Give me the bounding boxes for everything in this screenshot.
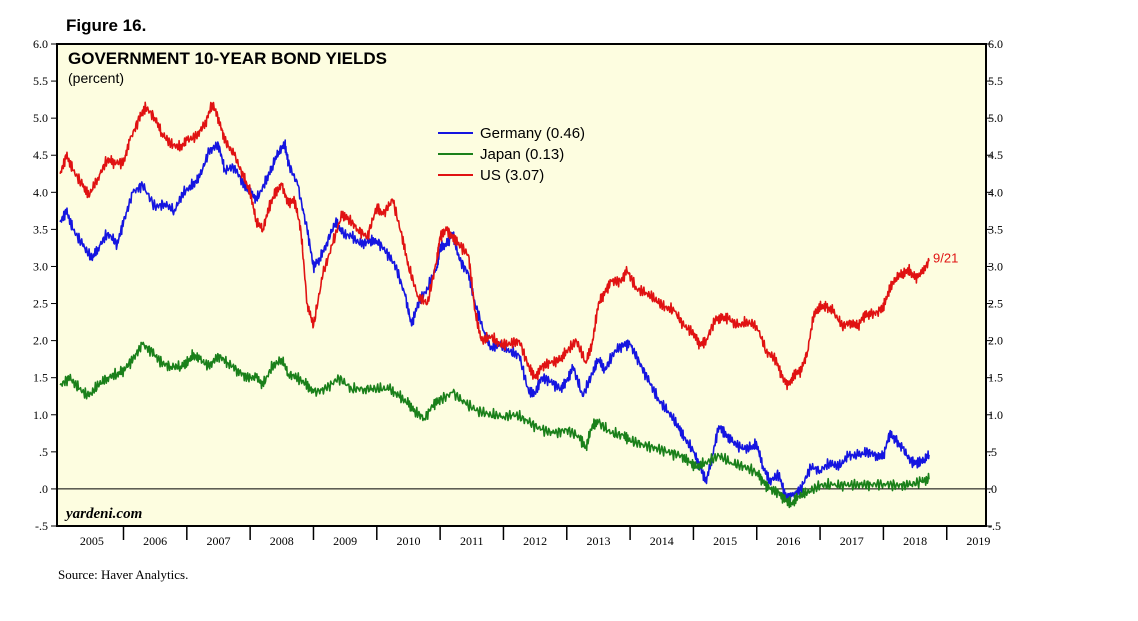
y-tick-label-right: .5 (988, 445, 997, 459)
x-tick-label: 2016 (776, 534, 800, 548)
y-tick-label-left: 4.5 (33, 148, 48, 162)
y-tick-label-left: 5.5 (33, 74, 48, 88)
x-tick-label: 2013 (586, 534, 610, 548)
y-tick-label-left: 4.0 (33, 185, 48, 199)
legend-entry-germany: Germany (0.46) (480, 125, 585, 142)
x-tick-label: 2008 (270, 534, 294, 548)
y-axis-right: 6.0 5.5 5.0 4.5 4.0 3.5 3.0 2.5 2.0 1.5 1.0 .5 .0 -.5 (986, 37, 1003, 533)
legend-entry-japan: Japan (0.13) (480, 146, 564, 163)
y-tick-label-right: 1.0 (988, 408, 1003, 422)
legend: Germany (0.46) Japan (0.13) US (3.07) (438, 125, 585, 184)
y-tick-label-left: 2.5 (33, 297, 48, 311)
y-tick-label-left: .5 (39, 445, 48, 459)
chart-title: GOVERNMENT 10-YEAR BOND YIELDS (68, 49, 387, 68)
y-tick-label-left: 1.5 (33, 371, 48, 385)
y-tick-label-right: 5.5 (988, 74, 1003, 88)
figure-label: Figure 16. (66, 16, 146, 35)
source-note: Source: Haver Analytics. (58, 567, 188, 582)
y-tick-label-left: -.5 (35, 519, 48, 533)
y-tick-label-right: -.5 (988, 519, 1001, 533)
y-tick-label-left: 1.0 (33, 408, 48, 422)
x-axis: 2005 2006 2007 2008 2009 2010 2011 2012 2013 2014… (80, 526, 990, 548)
y-tick-label-left: 3.0 (33, 259, 48, 273)
x-tick-label: 2011 (460, 534, 484, 548)
x-tick-label: 2007 (206, 534, 230, 548)
y-tick-label-right: 6.0 (988, 37, 1003, 51)
y-tick-label-left: 3.5 (33, 222, 48, 236)
y-tick-label-right: 1.5 (988, 371, 1003, 385)
y-tick-label-right: 4.5 (988, 148, 1003, 162)
y-axis-left: 6.0 5.5 5.0 4.5 4.0 3.5 3.0 2.5 2.0 1.5 1.0 .5 .0 -.5 (33, 37, 57, 533)
plot-area (57, 44, 986, 526)
series-lines (59, 101, 930, 509)
x-tick-label: 2005 (80, 534, 104, 548)
y-tick-label-left: 5.0 (33, 111, 48, 125)
x-tick-label: 2012 (523, 534, 547, 548)
series-line-japan (59, 341, 930, 509)
y-tick-label-right: 3.0 (988, 259, 1003, 273)
y-tick-label-right: 2.5 (988, 297, 1003, 311)
brand-watermark: yardeni.com (64, 506, 142, 522)
x-tick-label: 2019 (966, 534, 990, 548)
y-tick-label-right: .0 (988, 482, 997, 496)
x-tick-label: 2015 (713, 534, 737, 548)
plot-border (56, 43, 987, 527)
end-date-label: 9/21 (933, 250, 958, 265)
x-tick-label: 2006 (143, 534, 167, 548)
y-tick-label-left: 2.0 (33, 334, 48, 348)
x-tick-label: 2014 (650, 534, 674, 548)
x-tick-label: 2018 (903, 534, 927, 548)
chart-subtitle: (percent) (68, 70, 124, 86)
x-tick-label: 2017 (840, 534, 864, 548)
y-tick-label-right: 4.0 (988, 185, 1003, 199)
y-tick-label-right: 5.0 (988, 111, 1003, 125)
legend-entry-us: US (3.07) (480, 167, 544, 184)
y-tick-label-right: 3.5 (988, 222, 1003, 236)
series-line-us (59, 101, 930, 391)
y-tick-label-left: .0 (39, 482, 48, 496)
y-tick-label-right: 2.0 (988, 334, 1003, 348)
x-tick-label: 2010 (396, 534, 420, 548)
y-tick-label-left: 6.0 (33, 37, 48, 51)
x-tick-label: 2009 (333, 534, 357, 548)
